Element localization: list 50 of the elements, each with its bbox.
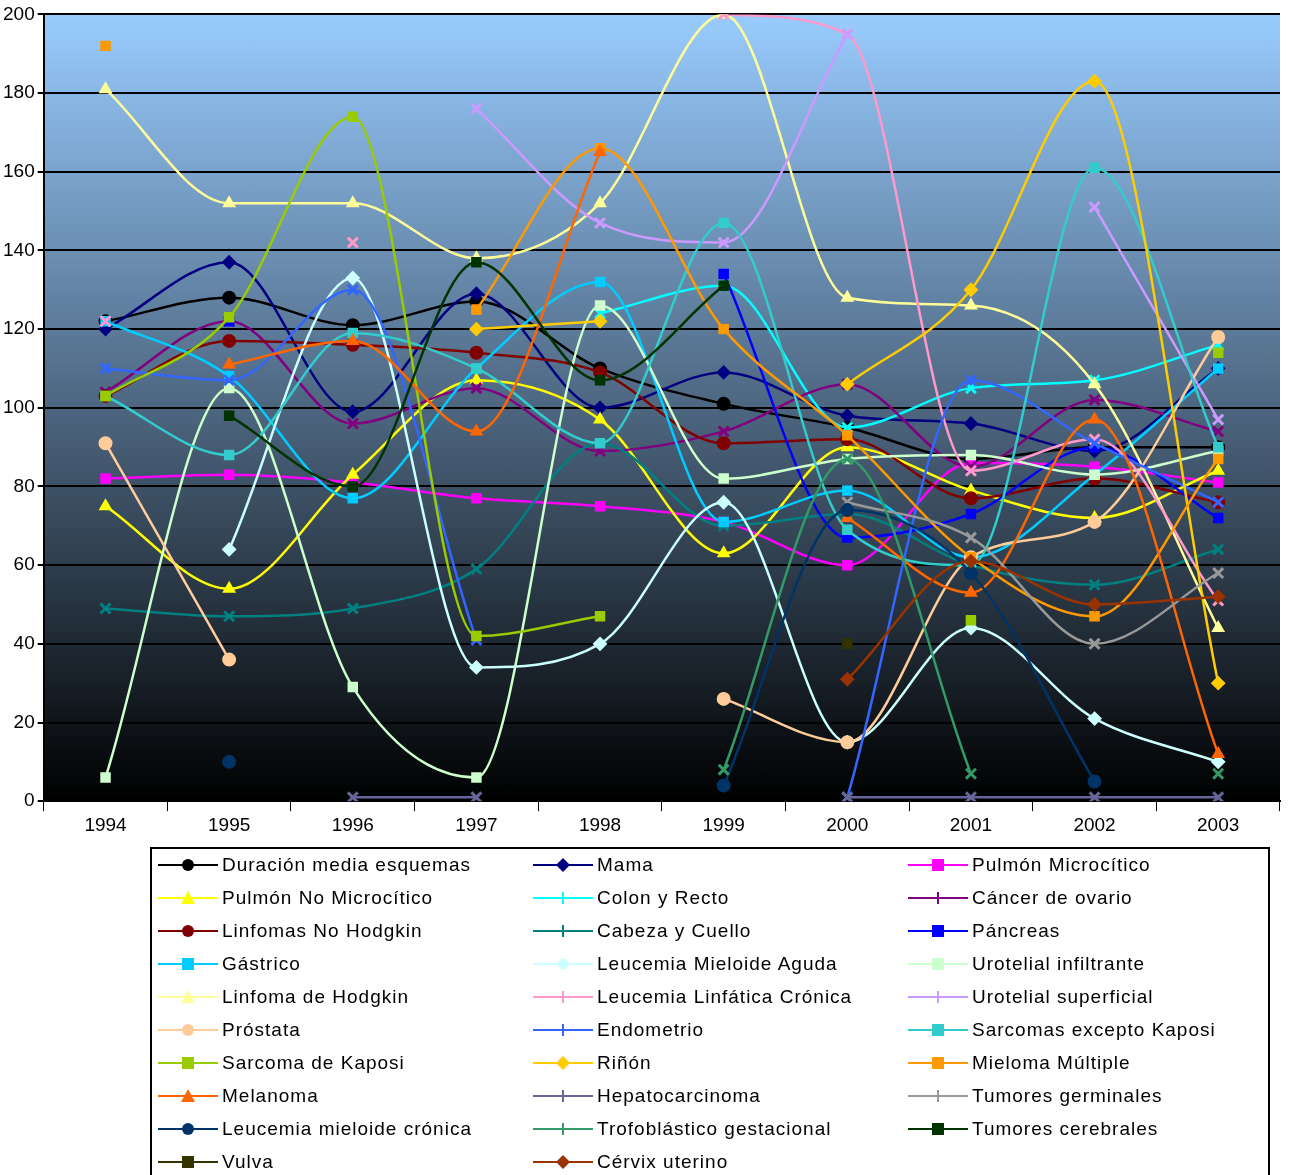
legend-label: Melanoma: [222, 1085, 319, 1107]
legend-label: Trofoblástico gestacional: [597, 1118, 832, 1140]
x-tick-label: 2003: [1197, 813, 1240, 835]
y-tick-label: 20: [13, 710, 35, 732]
y-tick-label: 120: [3, 317, 35, 339]
y-tick-label: 100: [3, 396, 35, 418]
legend-label: Leucemia Linfática Crónica: [597, 986, 853, 1008]
x-tick-label: 2001: [949, 813, 993, 835]
legend-label: Leucemia mieloide crónica: [222, 1118, 472, 1140]
legend-label: Cáncer de ovario: [972, 887, 1133, 909]
x-tick-label: 2000: [826, 813, 869, 835]
legend-label: Tumores germinales: [972, 1085, 1163, 1107]
y-tick-label: 0: [24, 789, 35, 811]
legend-label: Sarcomas excepto Kaposi: [972, 1019, 1216, 1041]
legend-label: Linfomas No Hodgkin: [222, 920, 423, 942]
x-tick-label: 1995: [208, 813, 251, 835]
legend-label: Duración media esquemas: [222, 854, 472, 876]
legend-label: Endometrio: [597, 1019, 705, 1041]
legend-label: Pulmón Microcítico: [972, 854, 1151, 876]
legend-label: Páncreas: [972, 920, 1061, 942]
y-tick-label: 180: [3, 81, 35, 103]
legend-label: Urotelial infiltrante: [972, 953, 1146, 975]
x-tick-label: 1999: [702, 813, 745, 835]
x-tick-label: 1996: [331, 813, 374, 835]
legend-label: Sarcoma de Kaposi: [222, 1052, 405, 1074]
legend-label: Gástrico: [222, 953, 301, 975]
y-tick-label: 60: [13, 553, 35, 575]
y-tick-label: 140: [3, 238, 35, 260]
legend-label: Vulva: [222, 1151, 274, 1173]
legend-label: Hepatocarcinoma: [597, 1085, 761, 1107]
legend-label: Cabeza y Cuello: [597, 920, 752, 942]
legend-label: Pulmón No Microcítico: [222, 887, 434, 909]
legend-label: Colon y Recto: [597, 887, 730, 909]
y-tick-label: 160: [3, 159, 35, 181]
legend-label: Cérvix uterino: [597, 1151, 729, 1173]
x-tick-label: 2002: [1073, 813, 1116, 835]
legend-label: Linfoma de Hodgkin: [222, 986, 409, 1008]
legend-label: Urotelial superficial: [972, 986, 1154, 1008]
legend-label: Leucemia Mieloide Aguda: [597, 953, 838, 975]
x-tick-label: 1994: [84, 813, 128, 835]
y-tick-label: 80: [13, 474, 35, 496]
legend-label: Mama: [597, 854, 654, 876]
x-tick-label: 1998: [578, 813, 622, 835]
legend-label: Tumores cerebrales: [972, 1118, 1159, 1140]
legend-label: Próstata: [222, 1019, 301, 1041]
legend-label: Mieloma Múltiple: [972, 1052, 1131, 1074]
legend-label: Riñón: [597, 1052, 652, 1074]
y-tick-label: 200: [3, 2, 35, 24]
y-tick-label: 40: [13, 632, 35, 654]
x-tick-label: 1997: [455, 813, 498, 835]
